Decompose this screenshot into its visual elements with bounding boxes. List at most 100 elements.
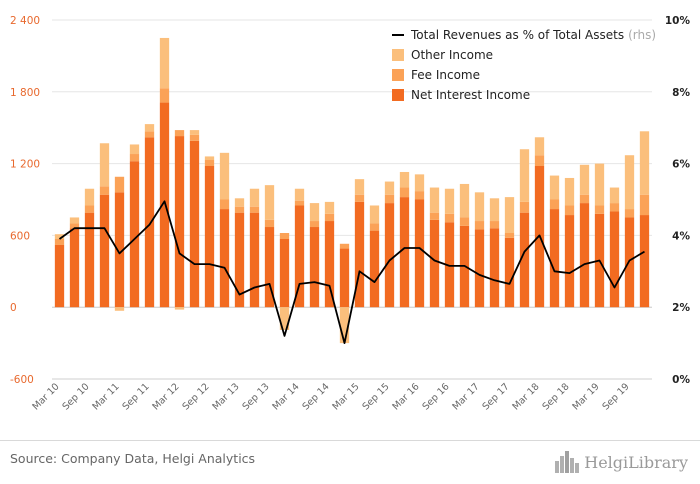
bar-segment (339, 307, 350, 344)
bar-segment (294, 205, 305, 308)
bar-segment (279, 238, 290, 308)
bar-segment (129, 144, 140, 155)
bar-segment (519, 149, 530, 202)
bar-segment (504, 237, 515, 308)
legend-label-text: Total Revenues as % of Total Assets (410, 28, 624, 42)
bar-segment (549, 209, 560, 308)
bar-segment (489, 221, 500, 229)
bar-segment (189, 130, 200, 135)
bar-segment (534, 137, 545, 156)
bar-segment (444, 222, 455, 308)
x-tick-label: Sep 18 (540, 381, 571, 412)
x-tick-label: Mar 15 (330, 381, 361, 412)
bar-segment (564, 215, 575, 308)
brand-logo: HelgiLibrary (554, 447, 688, 477)
bar-segment (69, 223, 80, 229)
bar-segment (609, 187, 620, 204)
ratio-line-path (58, 200, 645, 345)
bar-segment (84, 188, 95, 206)
bar-segment (264, 185, 275, 220)
right-axis: 0% 2% 4% 6% 8% 10% (665, 15, 691, 386)
x-tick-label: Sep 15 (360, 381, 391, 412)
bar-segment (54, 238, 65, 245)
bar-segment (399, 187, 410, 198)
right-tick-label: 10% (665, 15, 691, 27)
bar-segment (489, 228, 500, 308)
bar-segment (369, 230, 380, 308)
bar-segment (384, 194, 395, 204)
bar-segment (84, 212, 95, 308)
left-tick-label: 600 (10, 230, 30, 242)
bar-segment (264, 227, 275, 308)
bar-segment (339, 248, 350, 308)
x-tick-label: Mar 16 (390, 381, 421, 412)
legend-label-text: Other Income (411, 48, 493, 62)
bar-segment (279, 307, 290, 330)
bar-segment (384, 203, 395, 308)
x-tick-label: Sep 13 (240, 381, 271, 412)
bar-segment (234, 212, 245, 308)
bar-segment (144, 124, 155, 132)
footer: Source: Company Data, Helgi Analytics He… (0, 440, 700, 484)
bar-segment (624, 209, 635, 218)
city-skyline-icon (555, 451, 580, 473)
left-tick-label: 2 400 (10, 15, 40, 27)
bar-segment (309, 227, 320, 308)
bar-segment (159, 37, 170, 89)
right-tick-label: 4% (672, 230, 690, 242)
bar-segment (159, 88, 170, 103)
bar-segment (99, 186, 110, 195)
bar-segment (129, 154, 140, 162)
bar-segment (99, 194, 110, 308)
bar-segment (144, 137, 155, 308)
x-tick-label: Sep 10 (60, 381, 91, 412)
bar-segment (234, 206, 245, 213)
bar-segment (609, 203, 620, 212)
bar-segment (429, 212, 440, 220)
bar-segment (564, 177, 575, 206)
bar-segment (219, 209, 230, 308)
bar-segment (219, 152, 230, 200)
left-tick-label: 0 (10, 302, 17, 314)
bar-segment (189, 134, 200, 141)
bar-segment (249, 206, 260, 213)
bar-segment (639, 131, 650, 195)
right-tick-label: 8% (672, 87, 690, 99)
bar-segment (369, 223, 380, 231)
legend-label: Other Income (411, 48, 493, 62)
bar-segment (429, 187, 440, 213)
bar-segment (594, 163, 605, 206)
bar-segment (474, 192, 485, 222)
bar-segment (279, 233, 290, 239)
bar-segment (444, 213, 455, 223)
legend-label-text: Net Interest Income (411, 88, 530, 102)
bar-segment (414, 174, 425, 192)
bar-segment (174, 136, 185, 308)
legend-label-text: Fee Income (411, 68, 480, 82)
bar-segment (309, 203, 320, 222)
x-tick-label: Mar 10 (30, 381, 61, 412)
bar-segment (459, 217, 470, 226)
bar-segment (114, 176, 125, 193)
x-tick-label: Mar 12 (150, 381, 181, 412)
bar-segment (174, 307, 185, 310)
bar-segment (144, 131, 155, 138)
legend: Total Revenues as % of Total Assets (rhs)… (392, 28, 656, 102)
bar-segment (474, 221, 485, 230)
bar-segment (99, 143, 110, 187)
bar-segment (534, 155, 545, 166)
legend-label-note: (rhs) (628, 28, 656, 42)
bar-segment (444, 188, 455, 214)
x-tick-label: Mar 17 (450, 381, 481, 412)
bar-segment (339, 243, 350, 249)
bar-segment (54, 244, 65, 308)
bar-segment (429, 219, 440, 308)
legend-label: Total Revenues as % of Total Assets (rhs) (410, 28, 656, 42)
right-tick-label: 6% (672, 159, 690, 171)
legend-label: Net Interest Income (411, 88, 530, 102)
bar-segment (579, 164, 590, 195)
bar-segment (324, 221, 335, 308)
x-tick-label: Mar 14 (270, 381, 301, 412)
left-tick-label: -600 (10, 374, 34, 386)
bar-segment (579, 203, 590, 308)
